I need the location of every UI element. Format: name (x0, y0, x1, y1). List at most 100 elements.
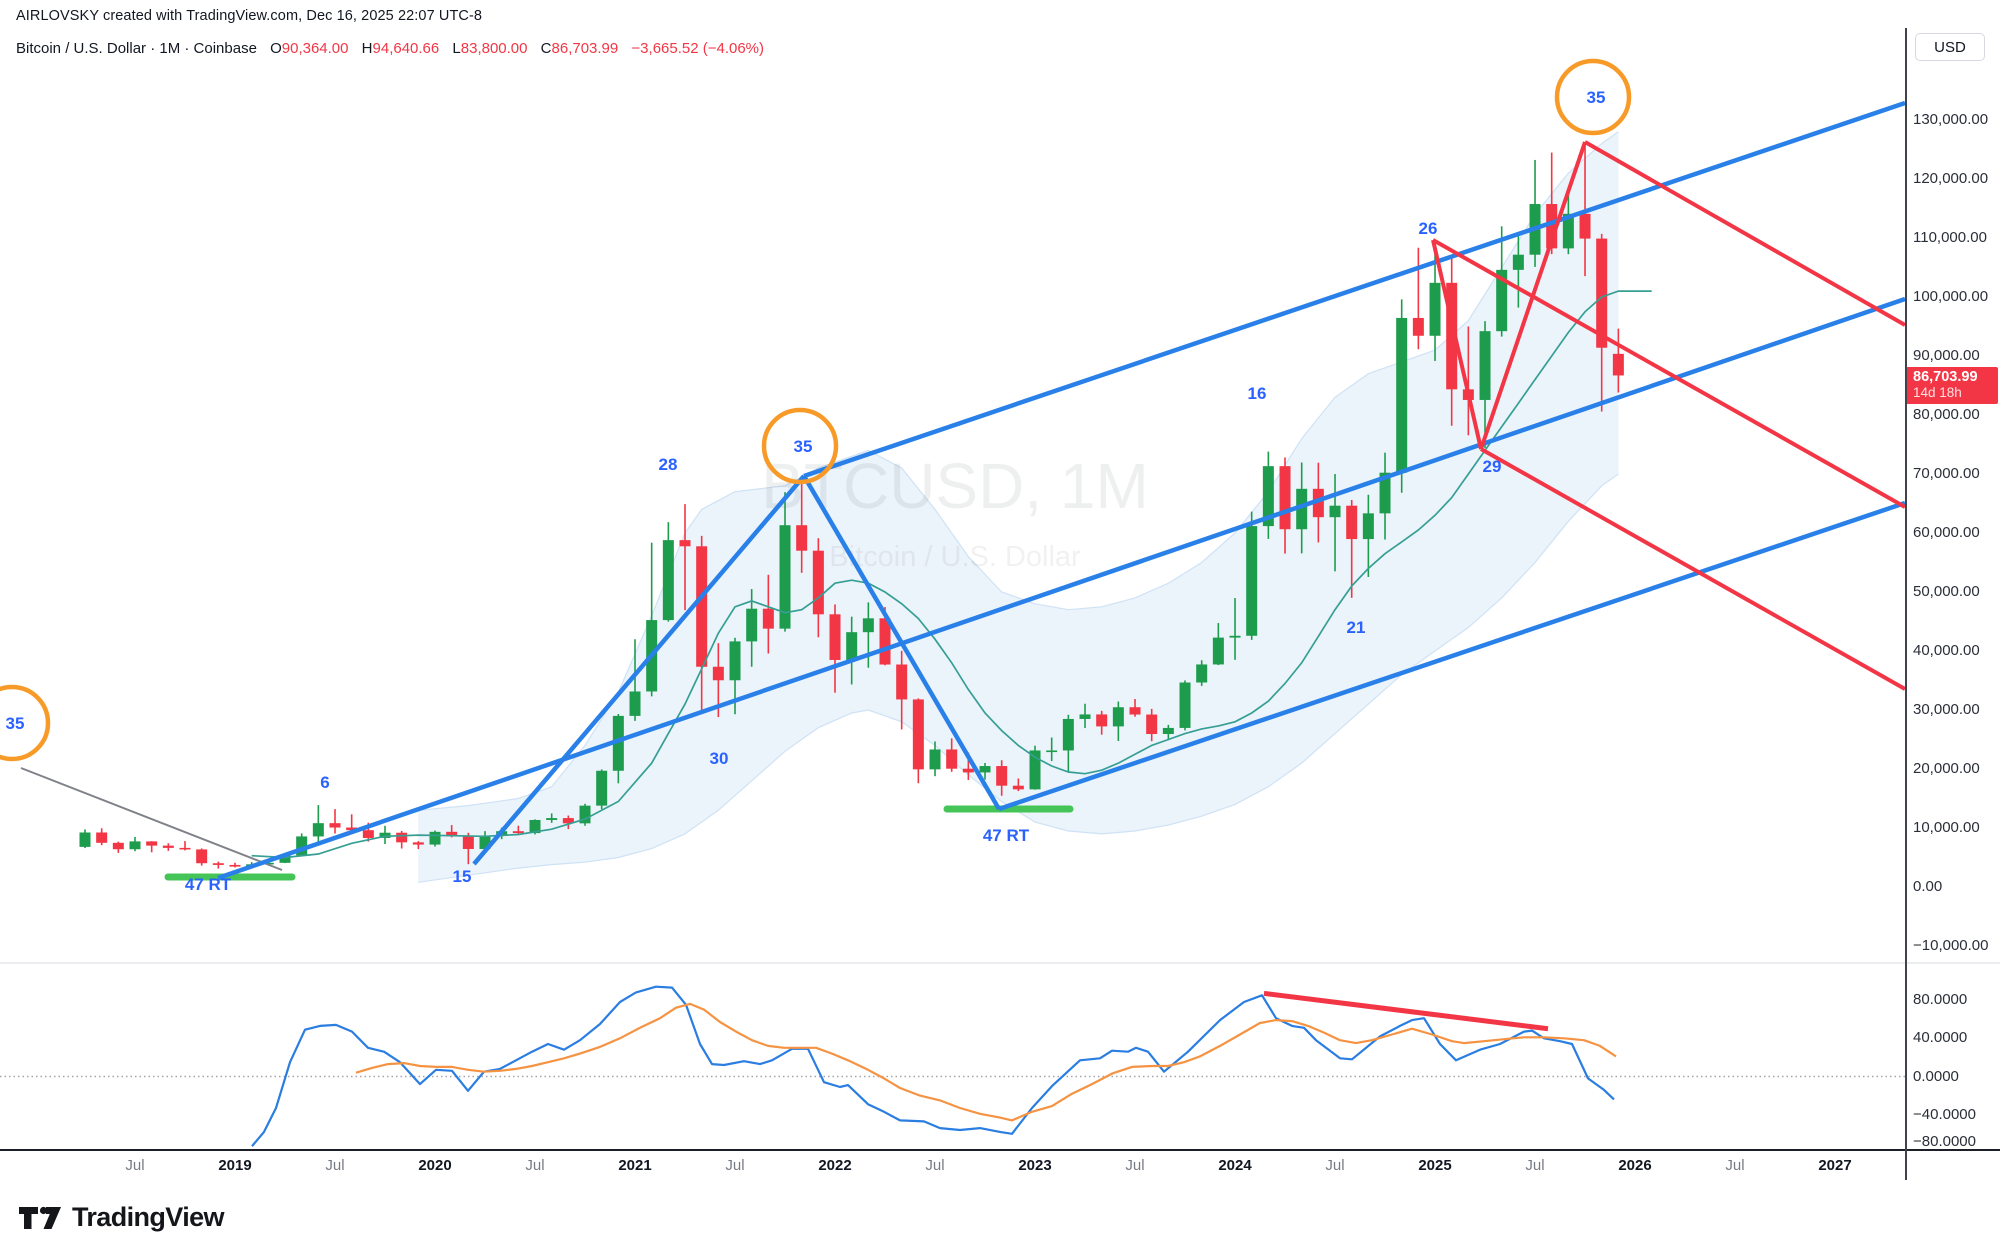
candle-body (1196, 664, 1208, 683)
currency-button[interactable]: USD (1915, 33, 1985, 61)
candle-body (962, 768, 974, 773)
candle-body (279, 855, 291, 863)
candle-body (1279, 466, 1291, 530)
candle-body (812, 550, 824, 615)
candle-body (162, 845, 174, 848)
low-value: 83,800.00 (460, 40, 528, 57)
price-axis-tick: 0.00 (1913, 878, 1943, 895)
wave-count-label: 26 (1419, 219, 1438, 238)
price-axis-tick: 20,000.00 (1913, 760, 1980, 777)
candle-body (596, 770, 608, 806)
candle-body (529, 819, 541, 834)
blue-trendline (803, 100, 1906, 479)
open-label: O (270, 40, 282, 57)
price-axis-tick: 80,000.00 (1913, 406, 1980, 423)
symbol-legend[interactable]: Bitcoin / U.S. Dollar · 1M · Coinbase O9… (16, 40, 764, 57)
candle-body (1296, 488, 1308, 530)
price-axis-tick: 130,000.00 (1913, 111, 1989, 128)
candle-body (912, 699, 924, 770)
candle-body (1262, 466, 1274, 527)
time-axis-tick: Jul (1725, 1157, 1745, 1174)
high-label: H (361, 40, 373, 57)
tradingview-logo[interactable]: TradingView (18, 1202, 225, 1233)
price-axis-tick: 50,000.00 (1913, 583, 1980, 600)
price-axis-tick: 60,000.00 (1913, 524, 1980, 541)
candle-body (746, 608, 758, 642)
candle-body (1146, 714, 1158, 735)
candle-body (979, 766, 991, 773)
candle-body (329, 823, 341, 828)
orange-circle-annotation (0, 684, 51, 762)
wave-count-label: 16 (1248, 384, 1267, 403)
wave-count-label: 6 (320, 773, 329, 792)
candle-body (946, 749, 958, 769)
candle-body (96, 832, 108, 843)
candle-body (1246, 526, 1258, 636)
candle-body (762, 608, 774, 629)
circled-wave-label: 35 (794, 437, 813, 456)
candle-body (1596, 238, 1608, 348)
time-axis-tick: Jul (1325, 1157, 1345, 1174)
price-axis-tick: 30,000.00 (1913, 701, 1980, 718)
candle-body (1312, 488, 1324, 518)
candle-body (429, 831, 441, 845)
candlestick-series[interactable] (79, 142, 1624, 869)
drawing-tools[interactable]: 6 15 28 30 47 RT 47 RT 26 16 29 21 35 35 35 (0, 58, 1906, 894)
candle-body (146, 841, 158, 846)
candle-body (1479, 331, 1491, 400)
time-axis-tick: 2025 (1418, 1157, 1452, 1174)
time-axis-tick: Jul (525, 1157, 545, 1174)
indicator-axis-tick: −40.0000 (1913, 1106, 1976, 1123)
candle-body (1212, 637, 1224, 665)
blue-trendline (472, 474, 806, 866)
attribution-text: AIRLOVSKY created with TradingView.com, … (16, 8, 483, 24)
red-trendline (1584, 140, 1906, 327)
oscillator-red-trendline (1263, 990, 1549, 1032)
currency-label: USD (1934, 38, 1966, 56)
indicator-axis-tick: 0.0000 (1913, 1068, 1959, 1085)
orange-circle-annotation (1554, 58, 1632, 136)
red-trendline (1431, 239, 1483, 450)
candle-body (1379, 472, 1391, 514)
blue-trendline (217, 296, 1906, 881)
wave-count-label: 30 (710, 749, 729, 768)
price-axis-tick: 40,000.00 (1913, 642, 1980, 659)
price-axis-tick: 110,000.00 (1913, 229, 1987, 246)
candle-body (479, 835, 491, 850)
wave-count-label: 47 RT (185, 875, 232, 894)
candle-body (1579, 213, 1591, 239)
wave-count-label: 29 (1483, 457, 1502, 476)
candle-body (1429, 282, 1441, 336)
candle-body (562, 818, 574, 824)
red-trendline (1432, 238, 1906, 509)
candle-body (629, 691, 641, 716)
candle-body (412, 842, 424, 845)
candle-body (446, 831, 458, 837)
candle-body (1562, 213, 1574, 249)
candle-body (612, 715, 624, 771)
time-axis-tick: Jul (1125, 1157, 1145, 1174)
candle-body (929, 749, 941, 770)
tradingview-logo-icon (19, 1206, 61, 1229)
candle-body (346, 827, 358, 831)
candle-body (212, 863, 224, 865)
price-axis-border[interactable] (1905, 28, 1907, 1180)
orange-circle-annotation (761, 407, 839, 485)
oscillator-blue-line (251, 985, 1615, 1147)
candle-body (896, 664, 908, 700)
candle-body (512, 831, 524, 834)
time-axis-tick: Jul (725, 1157, 745, 1174)
time-axis-tick: 2026 (1618, 1157, 1652, 1174)
red-trendline (1480, 447, 1906, 691)
price-axis-tick: 10,000.00 (1913, 819, 1980, 836)
time-axis-tick: Jul (1525, 1157, 1545, 1174)
tradingview-logo-text: TradingView (72, 1202, 225, 1232)
oscillator-pane[interactable] (0, 985, 1905, 1147)
price-axis-tick: 100,000.00 (1913, 288, 1989, 305)
candle-body (1362, 513, 1374, 540)
candle-body (312, 823, 324, 837)
candle-body (1496, 269, 1508, 332)
candle-body (1346, 505, 1358, 540)
